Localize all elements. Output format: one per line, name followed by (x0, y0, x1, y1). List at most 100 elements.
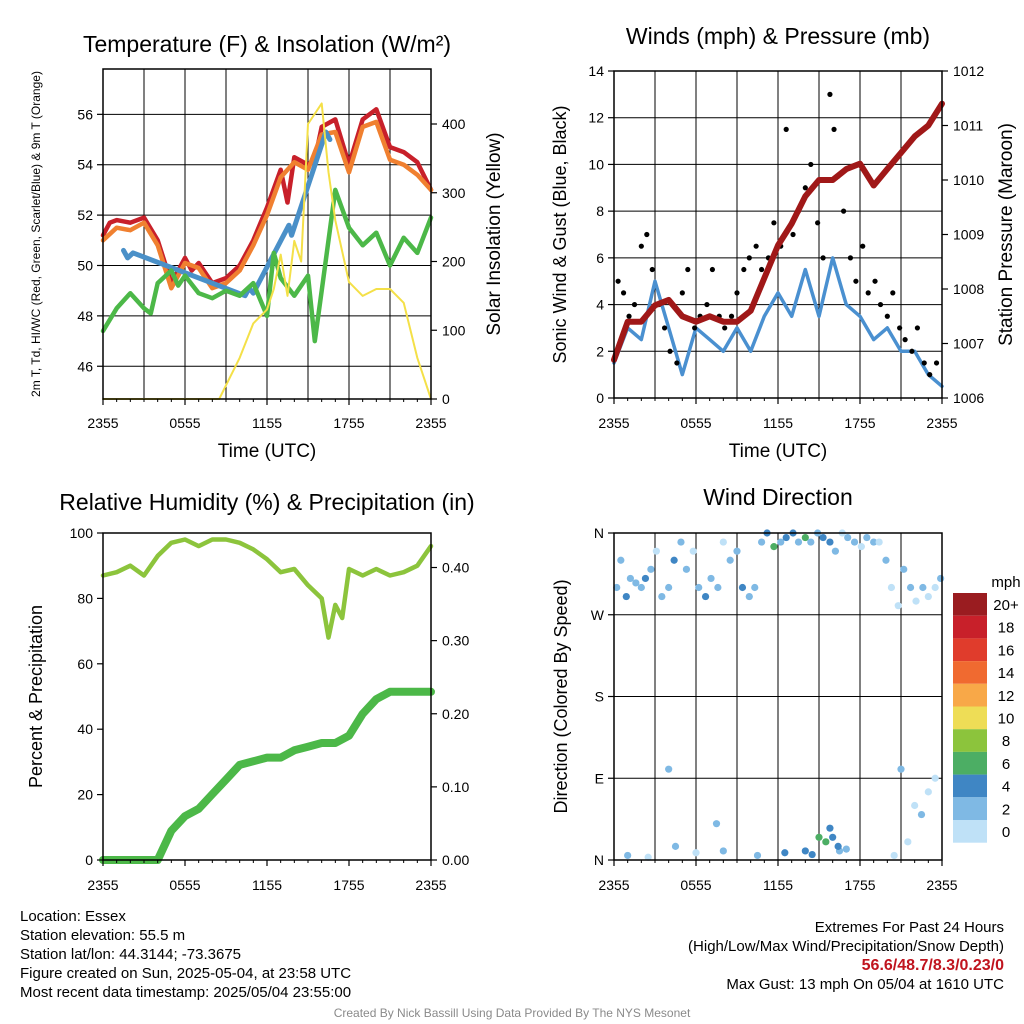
y-tick-label: 12 (588, 110, 604, 126)
wind-direction-point (613, 583, 621, 592)
gust-point (847, 255, 854, 261)
wind-direction-point (665, 765, 673, 773)
y-axis-label: 2m T, Td, HI/WC (Red, Green, Scarlet/Blu… (29, 71, 43, 397)
legend-label: 14 (998, 665, 1015, 682)
wind-direction-point (644, 853, 652, 861)
legend-swatch (953, 593, 987, 616)
x-tick-label: 2355 (415, 877, 446, 893)
wind-direction-point (658, 592, 666, 601)
y-tick-label: W (591, 607, 605, 623)
y2-tick-label: 0.20 (442, 706, 469, 722)
gust-point (674, 360, 680, 366)
wind-direction-point (882, 556, 890, 564)
wind-direction-point (870, 538, 878, 546)
y2-tick-label: 300 (442, 185, 466, 201)
y-tick-label: 10 (588, 156, 604, 172)
gust-point (820, 255, 826, 261)
legend-swatch (953, 797, 987, 820)
y2-tick-label: 1006 (953, 390, 984, 406)
series-precipitation (99, 687, 435, 864)
wind-direction-point (829, 833, 837, 841)
gust-point (722, 325, 728, 331)
y2-axis-label: Solar Insolation (Yellow) (484, 132, 505, 335)
wind-direction-point (647, 565, 655, 573)
gust-point (902, 337, 908, 343)
gust-point (827, 91, 833, 97)
gust-point (753, 243, 759, 249)
y-tick-label: 0 (85, 852, 93, 868)
gust-point (884, 313, 890, 319)
series-relative-humidity (100, 537, 434, 640)
gust-point (638, 243, 644, 249)
x-tick-label: 0555 (169, 877, 200, 893)
y-tick-label: 8 (596, 203, 604, 219)
y-tick-label: 100 (70, 525, 94, 541)
x-tick-label: 1155 (763, 877, 793, 893)
wind-direction-point (689, 547, 697, 555)
y-tick-label: E (595, 770, 604, 786)
series-2m-t (100, 107, 434, 286)
gust-point (626, 313, 632, 319)
wind-direction-point (826, 538, 834, 546)
wind-direction-point (857, 543, 865, 551)
wind-direction-point (726, 556, 734, 564)
gust-point (890, 290, 896, 296)
wind-direction-point (626, 574, 635, 583)
y-tick-label: 60 (77, 656, 93, 672)
gust-point (909, 348, 915, 354)
y-tick-label: 6 (596, 250, 604, 266)
y-tick-label: 0 (596, 390, 604, 406)
x-tick-label: 2355 (926, 415, 957, 431)
chart-panel-4: Wind Direction mph 20+ 18 16 14 12 10 8 6 4 2 0 2355 0… (551, 484, 1021, 893)
wind-direction-point (931, 583, 939, 592)
legend-swatch (953, 683, 987, 707)
wind-direction-point (753, 851, 762, 860)
y2-tick-label: 1007 (953, 336, 984, 352)
legend-label: 18 (998, 620, 1015, 637)
y2-tick-label: 0.30 (442, 633, 469, 649)
y2-tick-label: 1009 (953, 227, 984, 243)
chart-title: Temperature (F) & Insolation (W/m²) (83, 31, 451, 57)
legend-swatch (953, 729, 987, 752)
gust-point (649, 266, 655, 273)
wind-direction-point (911, 801, 919, 810)
series-station-pressure (611, 100, 945, 363)
wind-direction-point (794, 538, 803, 546)
legend-label: 4 (1002, 779, 1010, 796)
x-axis-label: Time (UTC) (218, 441, 317, 462)
wind-direction-point (745, 592, 753, 601)
legend-label: 8 (1002, 733, 1010, 750)
legend-swatch (953, 638, 987, 662)
wind-direction-point (751, 583, 759, 592)
wind-direction-point (887, 583, 896, 592)
wind-direction-point (912, 597, 920, 605)
x-tick-label: 2355 (598, 415, 629, 431)
y-tick-label: 56 (77, 106, 93, 122)
max-gust: Max Gust: 13 mph On 05/04 at 1610 UTC (726, 976, 1004, 993)
wind-direction-point (931, 774, 939, 782)
y-tick-label: N (594, 525, 604, 541)
gust-point (865, 290, 871, 296)
wind-direction-point (850, 538, 859, 546)
gust-point (831, 126, 837, 132)
wind-direction-point (719, 538, 727, 546)
wind-direction-point (692, 849, 700, 857)
gust-point (746, 255, 752, 261)
series-9m-t (100, 119, 434, 291)
wind-direction-point (844, 533, 852, 542)
wind-direction-point (900, 565, 908, 573)
y-axis-label: Percent & Precipitation (26, 605, 46, 788)
wind-direction-point (807, 538, 815, 546)
gust-point (771, 220, 777, 226)
x-tick-label: 2355 (87, 877, 118, 893)
wind-direction-point (822, 838, 830, 846)
station-elevation: Station elevation: 55.5 m (20, 927, 186, 944)
gust-point (709, 266, 716, 273)
y2-tick-label: 1008 (953, 281, 984, 297)
gust-point (759, 266, 765, 273)
wind-direction-point (622, 592, 630, 601)
chart-panel-3: Relative Humidity (%) & Precipitation (i… (26, 489, 475, 893)
legend-label: 12 (998, 688, 1015, 705)
wind-direction-point (815, 833, 823, 841)
gust-point (679, 290, 685, 296)
